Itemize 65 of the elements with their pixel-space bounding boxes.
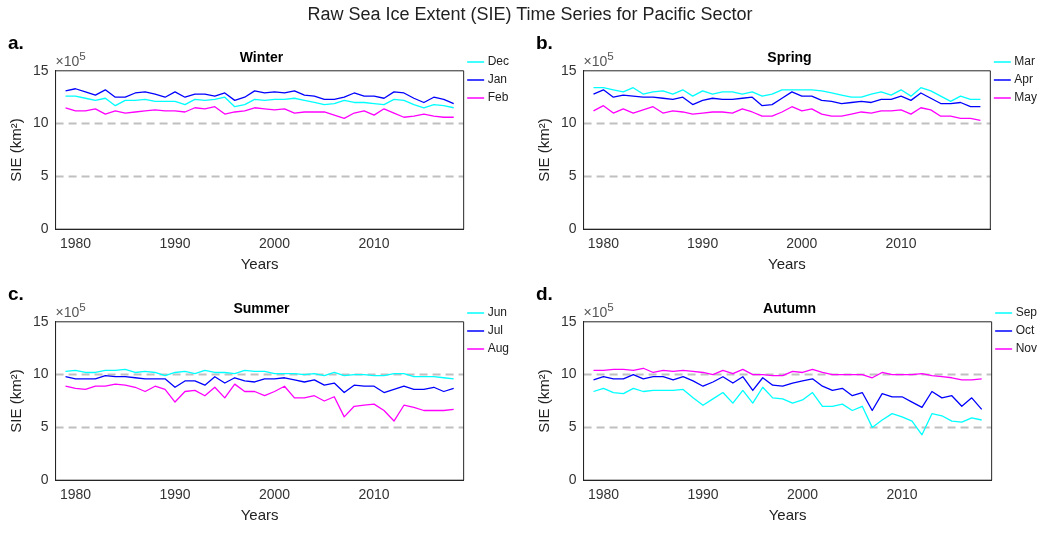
legend-label: Oct bbox=[1015, 323, 1035, 338]
text: b. bbox=[536, 32, 553, 54]
legend-label: Aug bbox=[487, 341, 510, 356]
y-axis-title: SIE (km²) bbox=[535, 118, 553, 182]
x-tick-label: 2000 bbox=[258, 486, 291, 503]
text: ×10$^{5}$ bbox=[583, 299, 614, 320]
legend-label: Jun bbox=[487, 305, 508, 320]
y-tick-label: 5 bbox=[40, 418, 49, 435]
x-axis-title: Years bbox=[768, 506, 807, 524]
chart-title: Winter bbox=[239, 49, 284, 66]
text: d. bbox=[536, 283, 553, 305]
legend-label: Nov bbox=[1015, 341, 1037, 356]
y-tick-label: 5 bbox=[568, 418, 577, 435]
y-tick-label: 15 bbox=[560, 312, 577, 329]
legend-label: Dec bbox=[487, 54, 509, 69]
x-tick-label: 2000 bbox=[786, 235, 818, 252]
x-axis-title: Years bbox=[768, 255, 806, 273]
text: Raw Sea Ice Extent (SIE) Time Series for Pacific Sector bbox=[306, 4, 754, 25]
y-tick-label: 10 bbox=[560, 365, 577, 382]
y-tick-label: 0 bbox=[40, 220, 49, 237]
x-axis-title: Years bbox=[240, 255, 279, 273]
x-tick-label: 1990 bbox=[159, 486, 191, 503]
text: c. bbox=[8, 283, 24, 305]
legend-label: Apr bbox=[1014, 72, 1034, 87]
text: a. bbox=[8, 32, 24, 54]
y-tick-label: 10 bbox=[32, 365, 49, 382]
x-tick-label: 2010 bbox=[358, 235, 390, 252]
y-tick-label: 0 bbox=[568, 471, 577, 488]
legend-label: Feb bbox=[487, 90, 509, 105]
y-axis-title: SIE (km²) bbox=[535, 369, 553, 433]
x-tick-label: 2010 bbox=[886, 486, 918, 503]
x-tick-label: 2010 bbox=[358, 486, 390, 503]
y-axis-title: SIE (km²) bbox=[7, 369, 25, 433]
text: ×10$^{5}$ bbox=[583, 48, 614, 69]
x-tick-label: 1990 bbox=[687, 486, 719, 503]
x-axis-title: Years bbox=[240, 506, 279, 524]
text: ×10$^{5}$ bbox=[55, 48, 86, 69]
x-tick-label: 1990 bbox=[687, 235, 719, 252]
legend-label: Mar bbox=[1014, 54, 1035, 69]
y-tick-label: 10 bbox=[32, 114, 49, 131]
x-tick-label: 1980 bbox=[59, 235, 92, 252]
y-tick-label: 10 bbox=[560, 114, 577, 131]
x-tick-label: 1990 bbox=[159, 235, 191, 252]
y-tick-label: 15 bbox=[32, 61, 49, 78]
y-tick-label: 5 bbox=[40, 167, 49, 184]
text: ×10$^{5}$ bbox=[55, 299, 86, 320]
y-tick-label: 0 bbox=[40, 471, 49, 488]
y-tick-label: 15 bbox=[560, 61, 577, 78]
legend-label: May bbox=[1014, 90, 1037, 105]
y-axis-title: SIE (km²) bbox=[7, 118, 25, 182]
legend-label: Jul bbox=[487, 323, 503, 338]
chart-title: Spring bbox=[767, 49, 812, 66]
x-tick-label: 1980 bbox=[59, 486, 92, 503]
legend-label: Sep bbox=[1015, 305, 1038, 320]
y-tick-label: 0 bbox=[568, 220, 577, 237]
legend-label: Jan bbox=[487, 72, 508, 87]
y-tick-label: 5 bbox=[568, 167, 577, 184]
chart-title: Summer bbox=[233, 300, 291, 317]
y-tick-label: 15 bbox=[32, 312, 49, 329]
chart-title: Autumn bbox=[763, 300, 816, 317]
x-tick-label: 1980 bbox=[587, 486, 620, 503]
x-tick-label: 2000 bbox=[786, 486, 819, 503]
x-tick-label: 2010 bbox=[885, 235, 917, 252]
x-tick-label: 1980 bbox=[587, 235, 620, 252]
x-tick-label: 2000 bbox=[258, 235, 291, 252]
